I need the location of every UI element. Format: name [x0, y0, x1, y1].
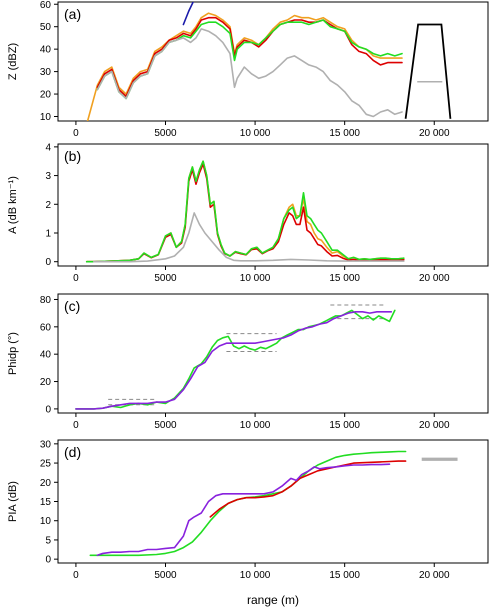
x-tick-label: 0 [73, 273, 79, 284]
x-tick-label: 20 000 [419, 128, 450, 139]
series-line-red [209, 460, 407, 518]
plot-frame [57, 293, 489, 414]
x-tick-label: 0 [73, 420, 79, 431]
y-tick-label: 20 [40, 478, 52, 489]
x-tick-label: 15 000 [329, 570, 360, 581]
y-axis-label: PIA (dB) [7, 481, 19, 522]
x-tick-label: 5000 [154, 128, 177, 139]
y-axis-label: Phidp (°) [7, 332, 19, 375]
y-tick-label: 15 [40, 497, 52, 508]
series-line-green [96, 19, 403, 100]
series-line-purple [96, 463, 391, 557]
y-tick-label: 20 [40, 90, 52, 101]
y-tick-label: 4 [45, 142, 51, 153]
y-tick-label: 10 [40, 516, 52, 527]
y-tick-label: 25 [40, 459, 52, 470]
series-line-gray [96, 28, 403, 118]
series-line-green [75, 309, 396, 410]
y-tick-label: 0 [45, 404, 51, 415]
y-tick-label: 50 [40, 22, 52, 33]
x-tick-label: 15 000 [329, 273, 360, 284]
panel-label: (d) [64, 444, 81, 460]
y-tick-label: 3 [45, 171, 51, 182]
y-tick-label: 2 [45, 200, 51, 211]
beam-profile-outline [404, 23, 452, 119]
y-tick-label: 30 [40, 67, 52, 78]
y-tick-label: 60 [40, 0, 52, 11]
y-axis-label: A (dB km⁻¹) [7, 176, 19, 234]
series-line-green [85, 160, 405, 263]
x-tick-label: 5000 [154, 570, 177, 581]
x-tick-label: 0 [73, 570, 79, 581]
x-tick-label: 15 000 [329, 420, 360, 431]
series-line-green [89, 450, 407, 557]
y-tick-label: 5 [45, 535, 51, 546]
x-axis-label: range (m) [247, 593, 299, 607]
y-tick-label: 0 [45, 555, 51, 566]
plot-frame [57, 143, 489, 267]
panel-label: (b) [64, 148, 81, 164]
y-tick-label: 40 [40, 45, 52, 56]
x-tick-label: 20 000 [419, 273, 450, 284]
series-line-gray [93, 212, 405, 263]
y-tick-label: 60 [40, 322, 52, 333]
x-tick-label: 5000 [154, 273, 177, 284]
x-tick-label: 10 000 [240, 273, 271, 284]
series-line-blue [182, 2, 195, 26]
series-line-red [96, 16, 403, 98]
panel-a: 0 5000 10 000 15 000 20 000 10 20 30 40 50 60 Z (dB… [7, 0, 489, 139]
y-tick-label: 0 [45, 257, 51, 268]
y-tick-label: 30 [40, 439, 52, 450]
panel-d: 0 5000 10 000 15 000 20 000 0 5 10 15 20 25 30 PIA (… [7, 439, 489, 607]
series-line-purple [75, 310, 393, 410]
x-tick-label: 0 [73, 128, 79, 139]
y-tick-label: 40 [40, 350, 52, 361]
series-line-orange [85, 160, 405, 263]
panel-label: (a) [64, 6, 81, 22]
y-tick-label: 1 [45, 228, 51, 239]
y-tick-label: 10 [40, 112, 52, 123]
y-axis-label: Z (dBZ) [7, 43, 19, 80]
plot-frame [57, 1, 489, 122]
y-tick-label: 80 [40, 295, 52, 306]
x-tick-label: 10 000 [240, 128, 271, 139]
panel-b: 0 5000 10 000 15 000 20 000 0 1 2 3 4 A (dB km⁻¹) (… [7, 142, 489, 284]
x-tick-label: 15 000 [329, 128, 360, 139]
panel-label: (c) [64, 298, 80, 314]
x-tick-label: 20 000 [419, 570, 450, 581]
x-tick-label: 20 000 [419, 420, 450, 431]
y-tick-label: 20 [40, 377, 52, 388]
panel-c: 0 5000 10 000 15 000 20 000 0 20 40 60 80 Phidp (°… [7, 293, 489, 431]
x-tick-label: 10 000 [240, 570, 271, 581]
x-tick-label: 10 000 [240, 420, 271, 431]
series-line-orange [86, 12, 403, 121]
series-line-red [85, 163, 405, 263]
x-tick-label: 5000 [154, 420, 177, 431]
